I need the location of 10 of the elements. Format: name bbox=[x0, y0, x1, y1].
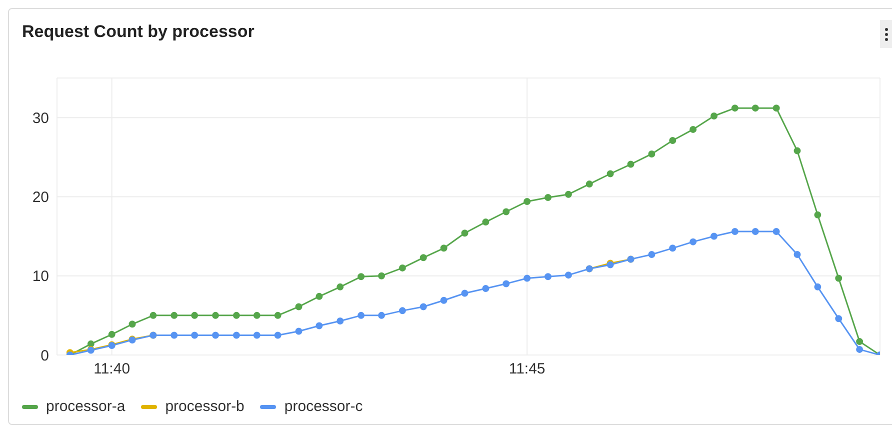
y-tick-label: 0 bbox=[40, 347, 49, 364]
legend-label: processor-c bbox=[284, 398, 363, 415]
y-tick-label: 30 bbox=[32, 110, 49, 127]
legend-label: processor-a bbox=[46, 398, 126, 415]
chart-title: Request Count by processor bbox=[22, 22, 254, 42]
y-tick-label: 10 bbox=[32, 268, 49, 286]
y-tick-label: 20 bbox=[32, 189, 49, 206]
x-tick-label: 11:45 bbox=[508, 360, 546, 378]
legend-label: processor-b bbox=[165, 398, 244, 415]
x-tick-label: 11:40 bbox=[94, 360, 130, 378]
